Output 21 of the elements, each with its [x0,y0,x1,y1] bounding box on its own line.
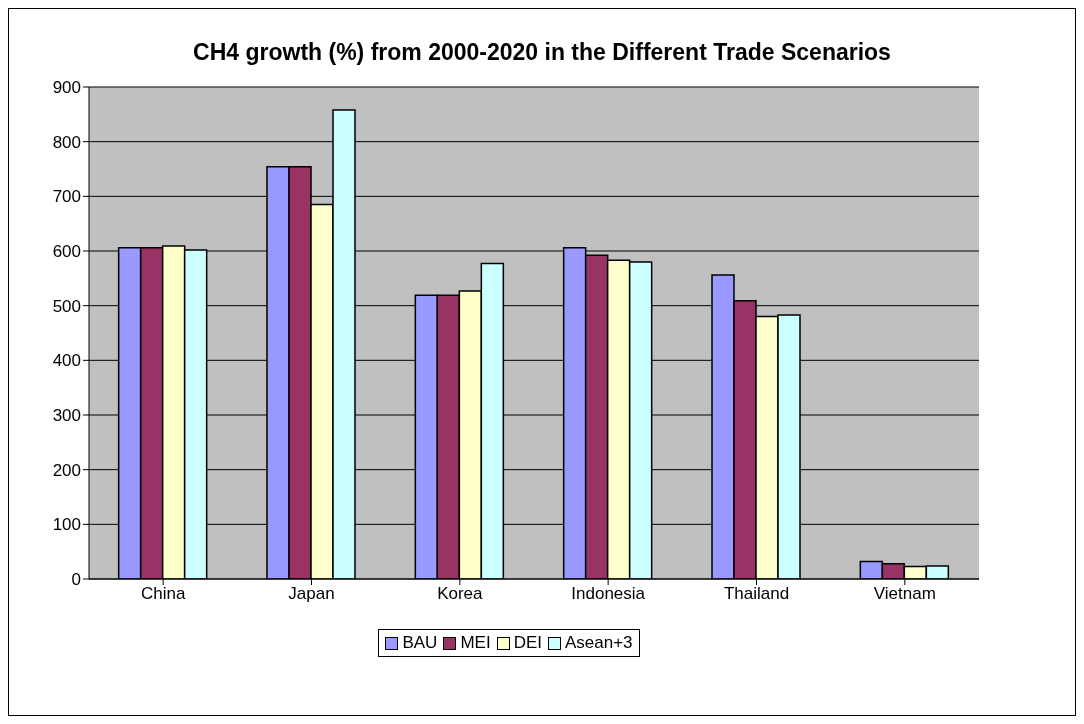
x-tick-label: Thailand [723,584,790,604]
y-tick-label: 600 [52,242,81,262]
y-tick-label: 400 [52,351,81,371]
chart-title: CH4 growth (%) from 2000-2020 in the Different Trade Scenarios [192,38,892,67]
legend-label: Asean+3 [563,633,633,653]
y-tick-label: 900 [52,78,81,98]
y-tick-label: 500 [52,296,81,316]
legend-label: DEI [512,633,542,653]
legend-label: BAU [401,633,438,653]
x-tick-label: Korea [437,584,484,604]
x-tick-label: Vietnam [873,584,936,604]
y-tick-label: 800 [52,132,81,152]
y-tick-label: 700 [52,187,81,207]
y-tick-label: 200 [52,460,81,480]
y-tick-label: 300 [52,406,81,426]
x-tick-label: Japan [288,584,335,604]
legend-label: MEI [459,633,491,653]
y-tick-label: 100 [52,515,81,535]
y-tick-label: 0 [71,570,81,590]
x-tick-label: China [140,584,186,604]
x-tick-label: Indonesia [571,584,646,604]
